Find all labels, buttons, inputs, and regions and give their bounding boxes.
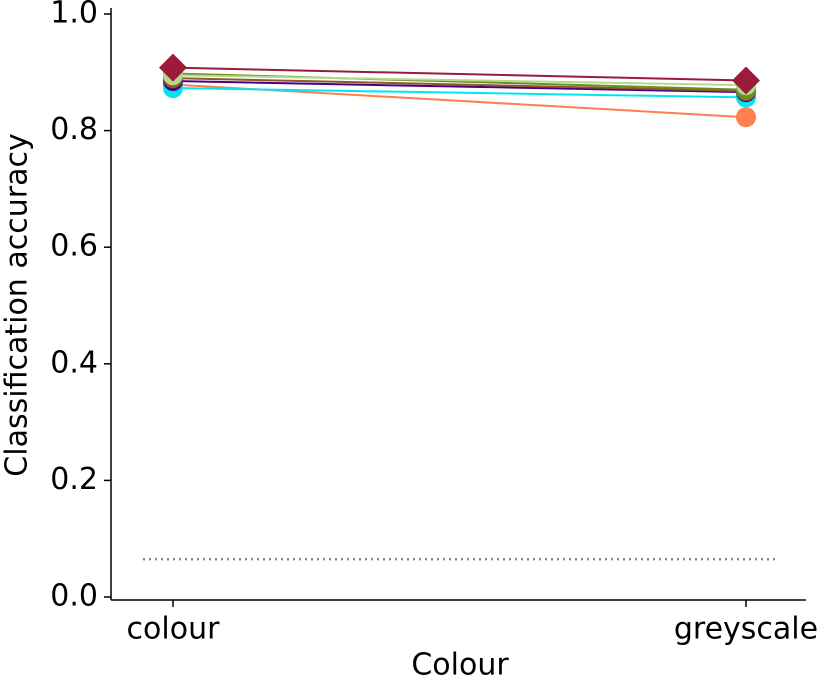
y-tick-label: 0.6 (50, 229, 98, 264)
y-tick-label: 0.0 (50, 579, 98, 614)
y-tick-label: 0.4 (50, 345, 98, 380)
x-axis-label: Colour (411, 648, 509, 683)
x-tick-label: greyscale (674, 612, 818, 647)
series-line (172, 66, 747, 82)
marker (736, 107, 756, 128)
marker (159, 53, 187, 82)
y-tick-label: 0.8 (50, 112, 98, 147)
series-line (172, 77, 747, 92)
marker (732, 66, 760, 95)
y-tick-label: 0.2 (50, 462, 98, 497)
series-line (172, 80, 747, 94)
y-axis-label: Classification accuracy (0, 133, 35, 476)
series-line (172, 87, 747, 99)
series-line (172, 74, 747, 87)
y-tick-label: 1.0 (50, 0, 98, 31)
x-tick-label: colour (127, 612, 221, 647)
